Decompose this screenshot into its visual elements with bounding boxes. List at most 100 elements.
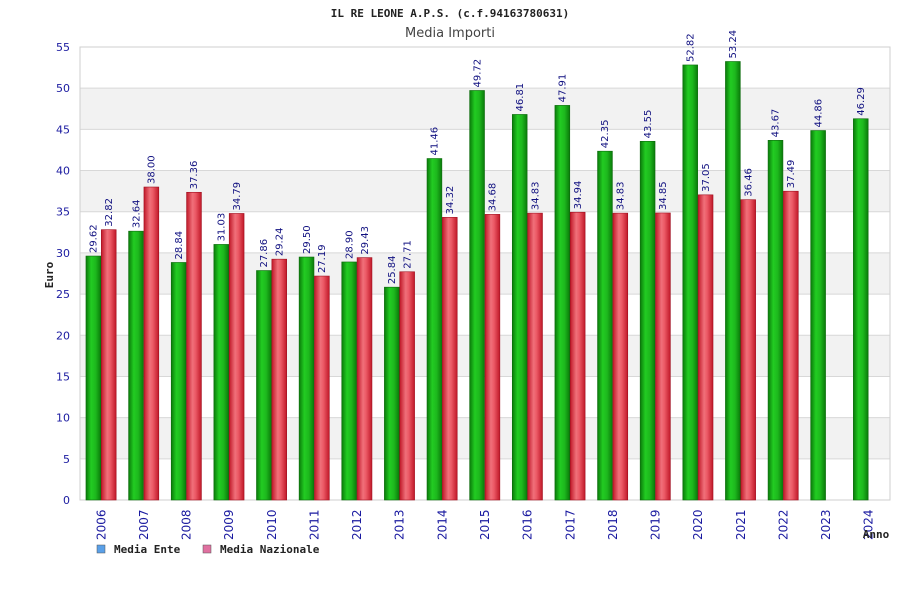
bar-media-nazionale-2013 bbox=[399, 271, 415, 501]
data-label: 34.94 bbox=[573, 181, 584, 210]
data-label: 34.83 bbox=[616, 181, 627, 210]
bar-media-nazionale-2007 bbox=[143, 186, 160, 501]
x-tick-label: 2013 bbox=[393, 509, 407, 540]
grid-band bbox=[80, 47, 890, 89]
bar-media-ente-2016 bbox=[511, 114, 528, 501]
bar-media-ente-2015 bbox=[469, 90, 485, 501]
bar-media-ente-2012 bbox=[341, 261, 357, 501]
bar-media-nazionale-2006 bbox=[101, 229, 117, 501]
bar-media-ente-2019 bbox=[639, 141, 656, 501]
data-label: 28.84 bbox=[174, 231, 185, 260]
x-tick-label: 2015 bbox=[478, 509, 492, 540]
bar-media-ente-2022 bbox=[767, 140, 784, 501]
bar-media-nazionale-2018 bbox=[612, 212, 629, 501]
bar-media-nazionale-2021 bbox=[740, 199, 756, 501]
x-tick-label: 2008 bbox=[180, 509, 194, 540]
x-tick-label: 2019 bbox=[649, 509, 663, 540]
x-tick-label: 2007 bbox=[137, 509, 151, 540]
x-tick-label: 2006 bbox=[94, 509, 108, 540]
x-tick-label: 2024 bbox=[862, 509, 876, 540]
bar-media-nazionale-2011 bbox=[314, 275, 330, 501]
x-tick-label: 2011 bbox=[307, 509, 321, 540]
x-tick-label: 2023 bbox=[819, 509, 833, 540]
bar-media-ente-2011 bbox=[298, 256, 315, 501]
data-label: 29.62 bbox=[89, 224, 100, 253]
bar-media-ente-2020 bbox=[682, 64, 698, 501]
y-tick-label: 55 bbox=[56, 41, 70, 54]
y-tick-label: 45 bbox=[56, 123, 70, 136]
data-label: 31.03 bbox=[217, 213, 228, 242]
data-label: 29.50 bbox=[302, 225, 313, 254]
bar-media-nazionale-2009 bbox=[228, 213, 245, 501]
bar-media-ente-2006 bbox=[85, 255, 102, 501]
bar-media-nazionale-2020 bbox=[697, 194, 714, 501]
data-label: 37.49 bbox=[786, 160, 797, 189]
data-label: 47.91 bbox=[558, 74, 569, 103]
y-axis-ticks: 0 5 10 15 20 25 30 35 40 45 50 55 bbox=[56, 41, 70, 507]
data-label: 29.24 bbox=[275, 228, 286, 257]
bar-media-nazionale-2014 bbox=[442, 217, 458, 501]
data-label: 41.46 bbox=[430, 127, 441, 156]
data-label: 46.29 bbox=[856, 87, 867, 116]
legend-swatch-media-nazionale bbox=[202, 544, 212, 554]
x-tick-label: 2018 bbox=[606, 509, 620, 540]
x-axis-ticks: 2006 2007 2008 2009 2010 2011 2012 2013 2014 2015… bbox=[94, 509, 875, 540]
data-label: 32.64 bbox=[131, 200, 142, 229]
grid-band bbox=[80, 129, 890, 171]
data-label: 34.32 bbox=[445, 186, 456, 215]
bar-media-nazionale-2010 bbox=[271, 258, 287, 501]
data-label: 53.24 bbox=[728, 30, 739, 59]
data-label: 34.85 bbox=[658, 181, 669, 210]
bar-media-ente-2008 bbox=[170, 262, 187, 501]
data-label: 27.86 bbox=[259, 239, 270, 268]
bar-media-nazionale-2017 bbox=[569, 211, 586, 501]
bar-media-ente-2009 bbox=[213, 244, 230, 501]
y-tick-label: 40 bbox=[56, 165, 70, 178]
data-label: 37.36 bbox=[189, 161, 200, 190]
data-label: 34.79 bbox=[232, 182, 243, 211]
y-tick-label: 20 bbox=[56, 329, 70, 342]
data-label: 29.43 bbox=[360, 226, 371, 255]
data-label: 38.00 bbox=[147, 155, 158, 184]
x-tick-label: 2010 bbox=[265, 509, 279, 540]
y-tick-label: 10 bbox=[56, 412, 70, 425]
data-label: 43.67 bbox=[771, 109, 782, 138]
x-tick-label: 2014 bbox=[435, 509, 449, 540]
bar-media-ente-2013 bbox=[384, 286, 400, 501]
data-label: 27.19 bbox=[317, 244, 328, 273]
data-label: 49.72 bbox=[472, 59, 483, 88]
data-label: 43.55 bbox=[643, 110, 654, 139]
y-tick-label: 0 bbox=[63, 494, 70, 507]
y-axis-label: Euro bbox=[43, 261, 56, 288]
bar-media-nazionale-2012 bbox=[356, 257, 373, 501]
y-tick-label: 35 bbox=[56, 206, 70, 219]
chart-title: IL RE LEONE A.P.S. (c.f.94163780631) bbox=[331, 7, 569, 20]
bar-media-ente-2010 bbox=[256, 270, 272, 501]
bar-media-nazionale-2016 bbox=[527, 212, 543, 501]
x-tick-label: 2021 bbox=[734, 509, 748, 540]
data-label: 27.71 bbox=[402, 240, 413, 269]
x-tick-label: 2016 bbox=[521, 509, 535, 540]
bar-media-nazionale-2008 bbox=[186, 191, 202, 501]
bar-media-ente-2007 bbox=[128, 230, 144, 501]
data-label: 37.05 bbox=[701, 163, 712, 192]
bars-group bbox=[85, 61, 869, 501]
data-label: 32.82 bbox=[104, 198, 115, 227]
data-label: 25.84 bbox=[387, 256, 398, 285]
data-label: 34.68 bbox=[488, 183, 499, 212]
bar-media-ente-2021 bbox=[725, 61, 741, 501]
x-tick-label: 2012 bbox=[350, 509, 364, 540]
data-label: 42.35 bbox=[600, 120, 611, 149]
data-label: 46.81 bbox=[515, 83, 526, 112]
chart-subtitle: Media Importi bbox=[405, 26, 495, 41]
bar-media-nazionale-2015 bbox=[484, 214, 501, 501]
data-label: 28.90 bbox=[344, 230, 355, 259]
data-label: 44.86 bbox=[813, 99, 824, 128]
legend-label-media-ente: Media Ente bbox=[114, 543, 181, 556]
bar-media-nazionale-2022 bbox=[783, 190, 799, 501]
x-tick-label: 2022 bbox=[776, 509, 790, 540]
y-tick-label: 30 bbox=[56, 247, 70, 260]
bar-media-ente-2024 bbox=[853, 118, 869, 501]
